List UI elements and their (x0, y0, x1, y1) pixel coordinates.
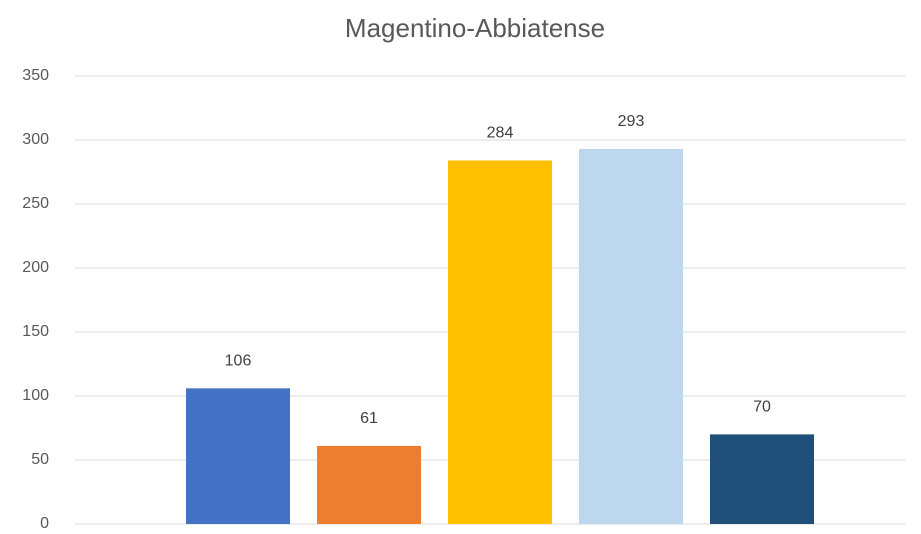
data-label: 106 (225, 353, 252, 370)
y-tick-label: 0 (40, 515, 49, 532)
y-tick-label: 50 (31, 451, 49, 468)
bar (317, 445, 421, 524)
data-label: 61 (360, 410, 378, 427)
y-tick-label: 300 (22, 131, 49, 148)
y-tick-label: 150 (22, 323, 49, 340)
data-label: 284 (487, 125, 514, 142)
y-tick-label: 200 (22, 259, 49, 276)
y-tick-label: 100 (22, 387, 49, 404)
bar (186, 388, 290, 524)
chart-title: Magentino-Abbiatense (345, 13, 605, 43)
bar (710, 434, 814, 524)
y-tick-label: 250 (22, 195, 49, 212)
bar (579, 148, 683, 524)
data-label: 293 (618, 113, 645, 130)
data-label: 70 (753, 399, 771, 416)
bar (448, 160, 552, 525)
y-tick-label: 350 (22, 67, 49, 84)
